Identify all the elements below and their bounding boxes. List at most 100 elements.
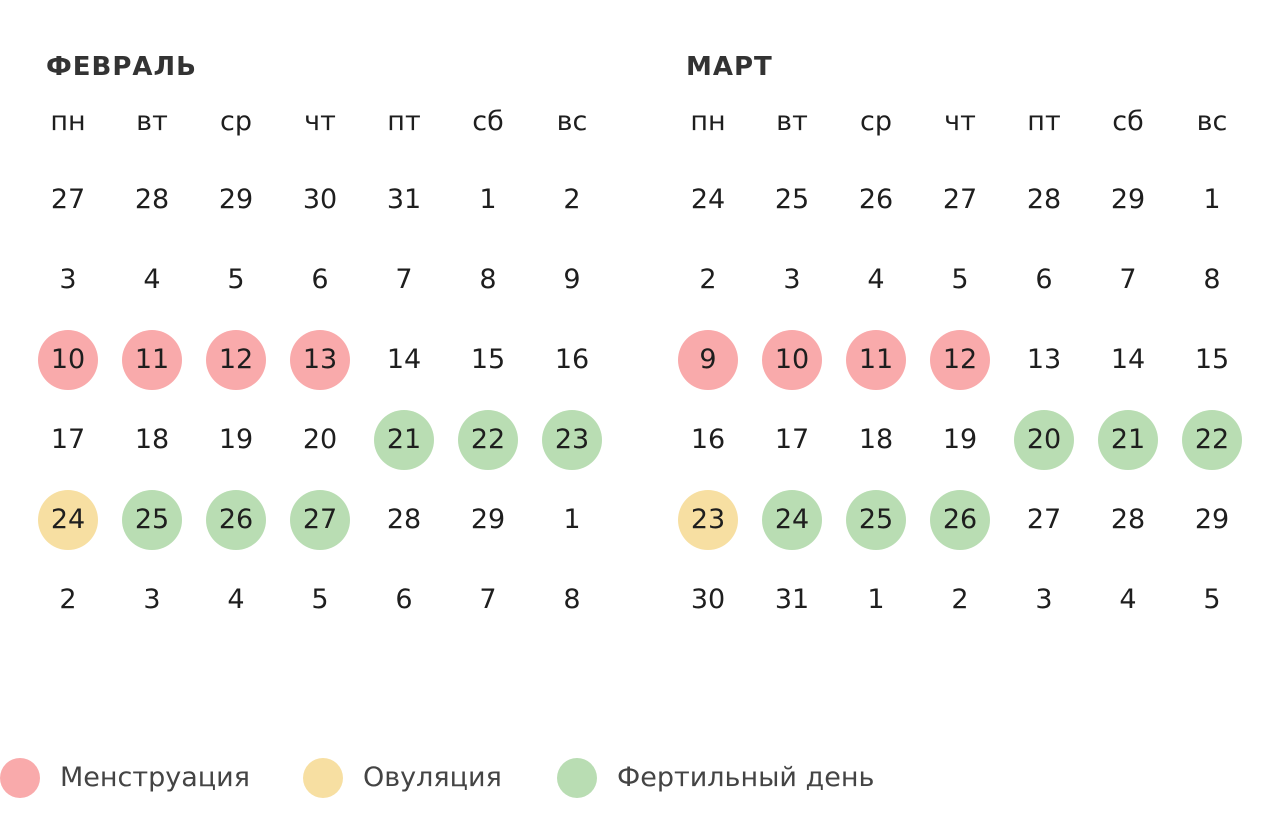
calendar-day[interactable]: 5 — [227, 264, 245, 295]
calendar-day-menstruation[interactable]: 12 — [206, 330, 266, 390]
weekday-label: ср — [860, 106, 892, 137]
calendar-day-fertile[interactable]: 24 — [762, 490, 822, 550]
calendar-day[interactable]: 5 — [951, 264, 969, 295]
calendar-day-fertile[interactable]: 22 — [458, 410, 518, 470]
calendar-day-menstruation[interactable]: 11 — [846, 330, 906, 390]
calendar-day-menstruation[interactable]: 10 — [762, 330, 822, 390]
calendar-day[interactable]: 18 — [134, 424, 170, 455]
weekday-label: вт — [776, 106, 808, 137]
weekday-label: чт — [304, 106, 336, 137]
calendar-day[interactable]: 7 — [479, 584, 497, 615]
calendar-day[interactable]: 2 — [59, 584, 77, 615]
calendar-day-fertile[interactable]: 21 — [1098, 410, 1158, 470]
calendar-day-fertile[interactable]: 26 — [206, 490, 266, 550]
calendar-day[interactable]: 6 — [311, 264, 329, 295]
calendar-day[interactable]: 15 — [1194, 344, 1230, 375]
calendar-day[interactable]: 3 — [783, 264, 801, 295]
calendar-day[interactable]: 5 — [311, 584, 329, 615]
calendar-day[interactable]: 16 — [690, 424, 726, 455]
calendar-day[interactable]: 13 — [1026, 344, 1062, 375]
calendar-day[interactable]: 17 — [774, 424, 810, 455]
days-grid: 27 28 29 30 31 1 2 3 4 5 6 7 8 9 10 11 12 13 14 15 16 17 18 19 2… — [26, 160, 614, 640]
calendar-day-menstruation[interactable]: 13 — [290, 330, 350, 390]
calendar-day-fertile[interactable]: 26 — [930, 490, 990, 550]
calendar-day-menstruation[interactable]: 12 — [930, 330, 990, 390]
calendar-day[interactable]: 7 — [395, 264, 413, 295]
calendar-day[interactable]: 1 — [479, 184, 497, 215]
calendar-day-fertile[interactable]: 25 — [846, 490, 906, 550]
calendar-day[interactable]: 1 — [563, 504, 581, 535]
calendar-day[interactable]: 28 — [1026, 184, 1062, 215]
calendar-day[interactable]: 2 — [563, 184, 581, 215]
legend-label: Фертильный день — [617, 762, 875, 793]
calendar-day[interactable]: 29 — [1194, 504, 1230, 535]
calendar-day[interactable]: 29 — [218, 184, 254, 215]
calendar-day[interactable]: 1 — [867, 584, 885, 615]
calendar-day[interactable]: 6 — [395, 584, 413, 615]
calendar-day[interactable]: 24 — [690, 184, 726, 215]
calendar-day-fertile[interactable]: 23 — [542, 410, 602, 470]
calendar-day-ovulation[interactable]: 23 — [678, 490, 738, 550]
calendar-day[interactable]: 3 — [143, 584, 161, 615]
calendar-day[interactable]: 1 — [1203, 184, 1221, 215]
calendar-day[interactable]: 25 — [774, 184, 810, 215]
calendar-day[interactable]: 19 — [218, 424, 254, 455]
calendar-day[interactable]: 14 — [1110, 344, 1146, 375]
weekday-label: вс — [556, 106, 588, 137]
weekday-label: пн — [690, 106, 726, 137]
weekday-header: пн вт ср чт пт сб вс — [26, 102, 614, 142]
calendar-day[interactable]: 29 — [470, 504, 506, 535]
legend-label: Менструация — [60, 762, 250, 793]
calendar-day[interactable]: 29 — [1110, 184, 1146, 215]
calendar-day[interactable]: 30 — [302, 184, 338, 215]
calendar-day[interactable]: 15 — [470, 344, 506, 375]
weekday-label: чт — [944, 106, 976, 137]
calendar-day[interactable]: 31 — [774, 584, 810, 615]
calendar-day[interactable]: 2 — [951, 584, 969, 615]
calendar-day[interactable]: 4 — [143, 264, 161, 295]
calendar-day[interactable]: 2 — [699, 264, 717, 295]
calendar-day[interactable]: 28 — [386, 504, 422, 535]
calendar-day[interactable]: 8 — [563, 584, 581, 615]
calendar-day[interactable]: 16 — [554, 344, 590, 375]
calendar-day-menstruation[interactable]: 10 — [38, 330, 98, 390]
calendar-day[interactable]: 4 — [227, 584, 245, 615]
ovulation-dot-icon — [303, 758, 343, 798]
calendar-day[interactable]: 14 — [386, 344, 422, 375]
calendar-day[interactable]: 3 — [1035, 584, 1053, 615]
calendar-day[interactable]: 17 — [50, 424, 86, 455]
calendar-day[interactable]: 8 — [479, 264, 497, 295]
calendar-day[interactable]: 9 — [563, 264, 581, 295]
calendar-day[interactable]: 27 — [942, 184, 978, 215]
month-calendar-february: ФЕВРАЛЬ пн вт ср чт пт сб вс 27 28 29 30 31 1 2 3 4 5 6 7… — [26, 0, 616, 640]
weekday-label: вт — [136, 106, 168, 137]
calendar-day[interactable]: 20 — [302, 424, 338, 455]
calendar-day[interactable]: 3 — [59, 264, 77, 295]
calendar-day-menstruation[interactable]: 9 — [678, 330, 738, 390]
calendar-day[interactable]: 26 — [858, 184, 894, 215]
calendar-day[interactable]: 30 — [690, 584, 726, 615]
calendar-day[interactable]: 4 — [867, 264, 885, 295]
calendar-day[interactable]: 4 — [1119, 584, 1137, 615]
calendar-day-fertile[interactable]: 21 — [374, 410, 434, 470]
calendar-day[interactable]: 27 — [50, 184, 86, 215]
legend: Менструация Овуляция Фертильный день — [0, 756, 1000, 800]
calendar-day-fertile[interactable]: 20 — [1014, 410, 1074, 470]
calendar-day[interactable]: 5 — [1203, 584, 1221, 615]
calendar-day[interactable]: 8 — [1203, 264, 1221, 295]
calendar-day-fertile[interactable]: 25 — [122, 490, 182, 550]
calendar-day[interactable]: 7 — [1119, 264, 1137, 295]
calendar-day[interactable]: 31 — [386, 184, 422, 215]
calendar-day-fertile[interactable]: 22 — [1182, 410, 1242, 470]
weekday-header: пн вт ср чт пт сб вс — [666, 102, 1254, 142]
calendar-day-ovulation[interactable]: 24 — [38, 490, 98, 550]
weekday-label: пт — [1027, 106, 1061, 137]
calendar-day[interactable]: 28 — [134, 184, 170, 215]
calendar-day-menstruation[interactable]: 11 — [122, 330, 182, 390]
calendar-day[interactable]: 27 — [1026, 504, 1062, 535]
calendar-day[interactable]: 18 — [858, 424, 894, 455]
calendar-day-fertile[interactable]: 27 — [290, 490, 350, 550]
calendar-day[interactable]: 28 — [1110, 504, 1146, 535]
calendar-day[interactable]: 6 — [1035, 264, 1053, 295]
calendar-day[interactable]: 19 — [942, 424, 978, 455]
